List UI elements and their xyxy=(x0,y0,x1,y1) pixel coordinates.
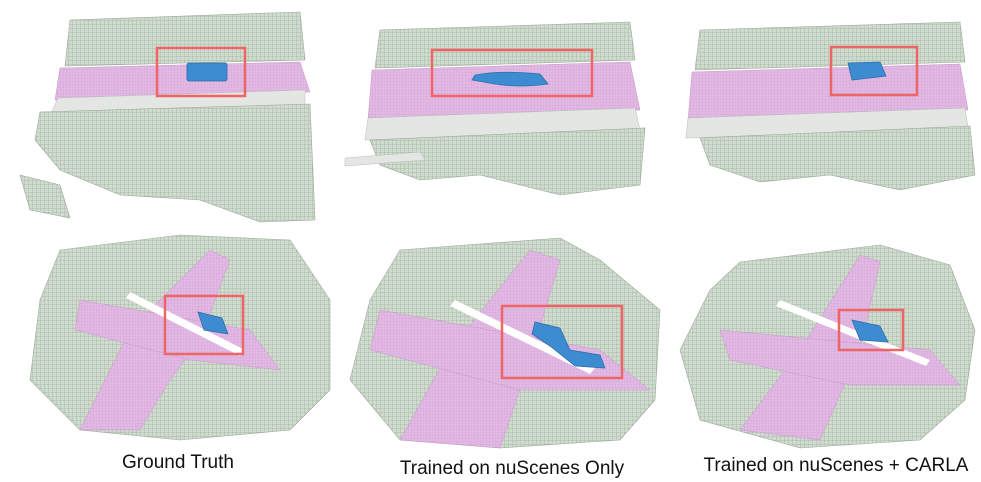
caption: Trained on nuScenes Only xyxy=(400,458,625,479)
scene-carla-top xyxy=(685,21,976,191)
scene-gt-top xyxy=(19,11,316,223)
scene-nusc-top xyxy=(344,21,646,196)
scene-gt-bottom xyxy=(29,234,331,441)
scene-nusc-bottom xyxy=(349,237,661,449)
caption: Trained on nuScenes + CARLA xyxy=(704,455,969,476)
caption: Ground Truth xyxy=(122,452,234,473)
scene-carla-bottom xyxy=(679,244,976,449)
